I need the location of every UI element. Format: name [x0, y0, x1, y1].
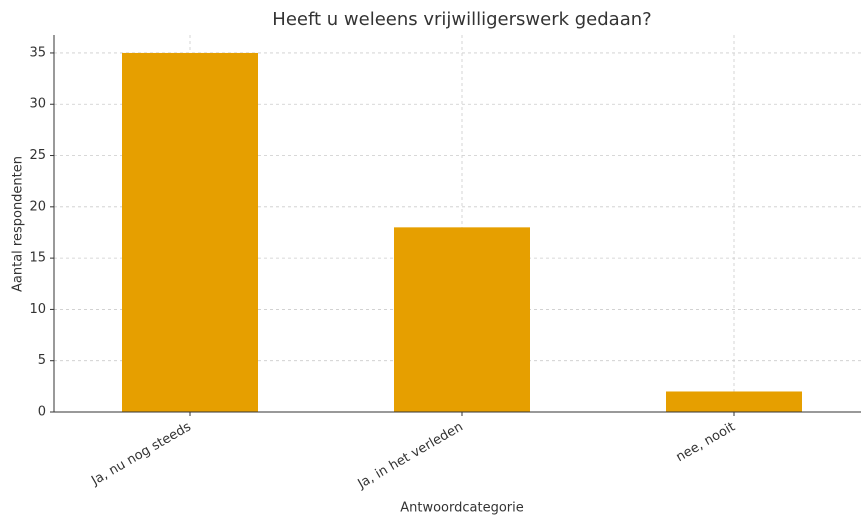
y-tick-label: 5 [38, 353, 46, 368]
bar [394, 227, 530, 412]
y-tick-label: 10 [29, 302, 46, 317]
y-axis-label: Aantal respondenten [11, 156, 26, 292]
x-tick-label: Ja, nu nog steeds [88, 419, 194, 489]
y-tick-label: 35 [29, 45, 46, 60]
y-tick-label: 25 [29, 148, 46, 163]
y-tick-label: 30 [29, 97, 46, 112]
y-tick-label: 0 [38, 405, 46, 420]
x-axis-label: Antwoordcategorie [400, 501, 524, 516]
chart-title: Heeft u weleens vrijwilligerswerk gedaan… [272, 9, 651, 30]
bar [666, 391, 802, 412]
x-tick-label: nee, nooit [674, 420, 738, 466]
x-tick-label: Ja, in het verleden [355, 420, 466, 493]
y-tick-label: 20 [29, 199, 46, 214]
y-tick-label: 15 [29, 251, 46, 266]
bar [122, 52, 258, 412]
